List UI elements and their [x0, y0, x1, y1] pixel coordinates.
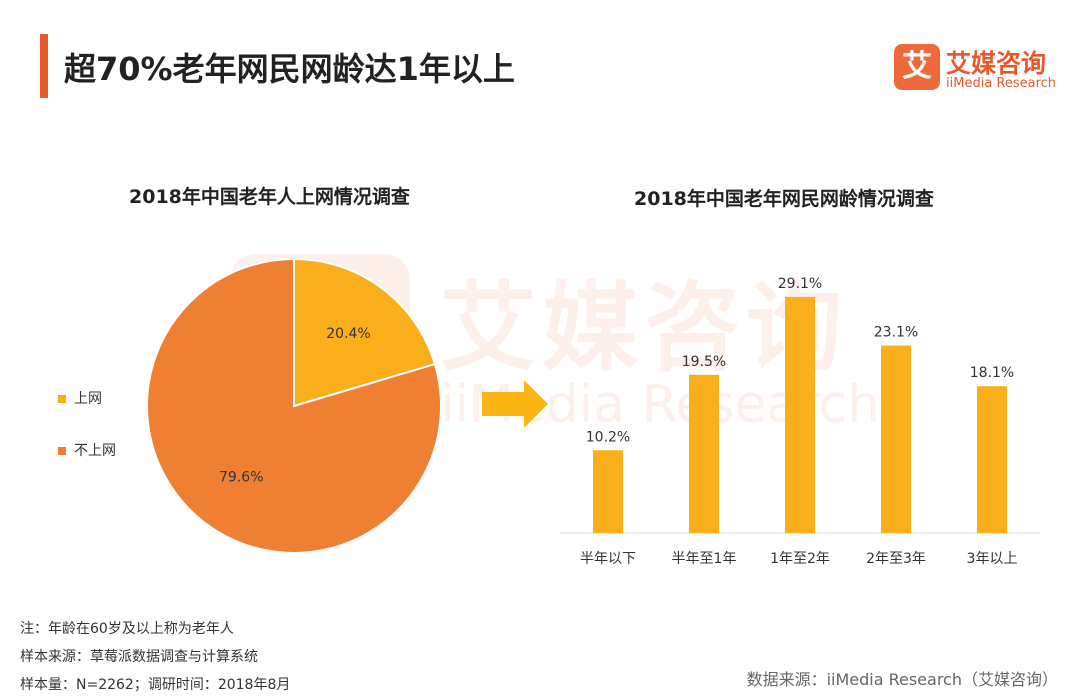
bar-category-label-1: 半年以下	[580, 551, 636, 567]
bar-5	[977, 386, 1007, 533]
bar-4	[881, 345, 911, 533]
bar-value-label-3: 29.1%	[778, 276, 822, 292]
pie-slice-online	[293, 257, 437, 408]
footnote-sample-size: 样本量：N=2262；调研时间：2018年8月	[20, 677, 291, 693]
bar-value-label-1: 10.2%	[586, 429, 630, 445]
legend-swatch-offline	[58, 447, 66, 455]
footnote-sample-source: 样本来源：草莓派数据调查与计算系统	[20, 649, 258, 665]
page-title: 超70%老年网民网龄达1年以上	[64, 50, 515, 88]
logo-badge: 艾	[894, 44, 940, 90]
bar-2	[689, 374, 719, 533]
logo-text-cn: 艾媒咨询	[946, 49, 1047, 78]
bar-1	[593, 450, 623, 533]
bar-category-label-3: 1年至2年	[770, 551, 830, 567]
bar-chart-title: 2018年中国老年网民网龄情况调查	[634, 188, 934, 210]
pie-slice-online-label: 20.4%	[326, 326, 370, 342]
title-accent-bar	[40, 34, 48, 98]
pie-slice-offline	[146, 257, 442, 554]
bar-value-label-4: 23.1%	[874, 325, 918, 341]
footnote-age-definition: 注：年龄在60岁及以上称为老年人	[20, 621, 234, 637]
legend-item-online: 上网	[58, 388, 102, 408]
data-source: 数据来源：iiMedia Research（艾媒咨询）	[746, 670, 1058, 689]
logo-text-en: iiMedia Research	[946, 76, 1057, 91]
arrow-icon	[482, 380, 548, 428]
legend-item-offline: 不上网	[58, 440, 116, 460]
legend-swatch-online	[58, 395, 66, 403]
bar-category-label-5: 3年以上	[967, 551, 1018, 567]
bar-value-label-5: 18.1%	[970, 365, 1014, 381]
pie-slice-offline-label: 79.6%	[219, 470, 263, 486]
legend-label-online: 上网	[74, 391, 102, 407]
pie-chart-title: 2018年中国老年人上网情况调查	[129, 186, 410, 208]
bar-category-label-4: 2年至3年	[866, 551, 926, 567]
legend-label-offline: 不上网	[74, 443, 116, 459]
bar-category-label-2: 半年至1年	[672, 551, 737, 567]
bar-3	[785, 296, 815, 533]
brand-logo: 艾 艾媒咨询 iiMedia Research	[894, 42, 1062, 98]
bar-value-label-2: 19.5%	[682, 354, 726, 370]
